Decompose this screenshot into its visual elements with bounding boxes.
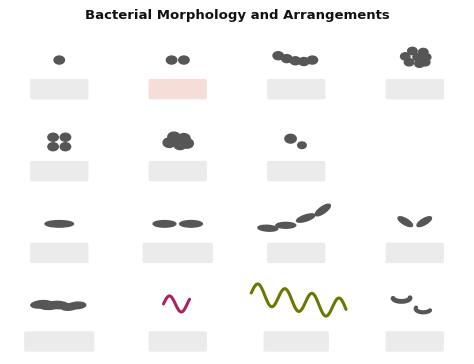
Ellipse shape	[315, 204, 330, 216]
Circle shape	[174, 140, 186, 150]
FancyBboxPatch shape	[148, 161, 207, 181]
FancyBboxPatch shape	[385, 79, 444, 99]
Circle shape	[54, 56, 64, 64]
Circle shape	[290, 57, 301, 65]
Circle shape	[179, 56, 189, 64]
Circle shape	[168, 132, 180, 142]
Circle shape	[404, 59, 414, 66]
Ellipse shape	[417, 217, 431, 226]
Circle shape	[60, 143, 71, 151]
Ellipse shape	[31, 301, 52, 308]
Circle shape	[408, 47, 417, 55]
FancyBboxPatch shape	[148, 79, 207, 99]
Ellipse shape	[180, 221, 202, 227]
Circle shape	[413, 54, 422, 61]
Circle shape	[282, 55, 292, 63]
Ellipse shape	[258, 225, 278, 231]
Ellipse shape	[153, 221, 176, 227]
Circle shape	[298, 142, 306, 149]
Circle shape	[273, 52, 283, 60]
Circle shape	[419, 48, 428, 56]
FancyBboxPatch shape	[267, 79, 325, 99]
Circle shape	[48, 143, 58, 151]
Ellipse shape	[48, 301, 69, 309]
Circle shape	[285, 134, 296, 143]
Circle shape	[307, 56, 318, 64]
Circle shape	[181, 139, 193, 148]
FancyBboxPatch shape	[267, 161, 325, 181]
FancyBboxPatch shape	[30, 79, 88, 99]
Circle shape	[178, 134, 190, 143]
Ellipse shape	[45, 221, 73, 227]
Ellipse shape	[39, 302, 60, 309]
FancyBboxPatch shape	[267, 243, 325, 263]
FancyBboxPatch shape	[30, 243, 88, 263]
Circle shape	[48, 133, 58, 141]
Circle shape	[163, 138, 175, 147]
Ellipse shape	[61, 304, 78, 310]
FancyBboxPatch shape	[148, 331, 207, 352]
FancyBboxPatch shape	[385, 243, 444, 263]
Circle shape	[420, 59, 430, 66]
Text: Bacterial Morphology and Arrangements: Bacterial Morphology and Arrangements	[85, 9, 389, 22]
Ellipse shape	[297, 214, 315, 222]
FancyBboxPatch shape	[30, 161, 88, 181]
Circle shape	[299, 58, 309, 66]
Ellipse shape	[69, 302, 86, 309]
Ellipse shape	[276, 222, 296, 228]
FancyBboxPatch shape	[264, 331, 329, 352]
Circle shape	[401, 53, 410, 60]
Circle shape	[415, 60, 424, 67]
FancyBboxPatch shape	[143, 243, 213, 263]
Circle shape	[166, 56, 177, 64]
Circle shape	[421, 54, 431, 61]
Circle shape	[60, 133, 71, 141]
FancyBboxPatch shape	[385, 331, 444, 352]
Ellipse shape	[398, 217, 412, 226]
FancyBboxPatch shape	[24, 331, 94, 352]
